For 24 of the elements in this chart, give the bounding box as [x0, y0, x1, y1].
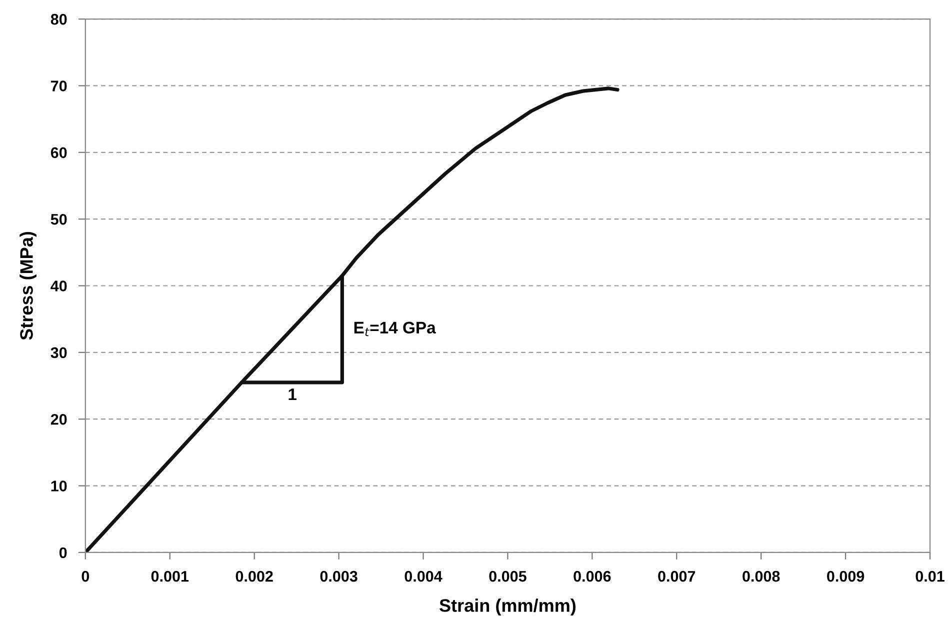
y-axis-title: Stress (MPa)	[20, 232, 36, 340]
x-tick-label: 0.008	[742, 570, 780, 582]
x-axis-title: Strain (mm/mm)	[440, 598, 576, 616]
y-tick-label: 60	[50, 147, 67, 158]
x-tick-label: 0.005	[489, 570, 526, 582]
x-tick-label: 0.007	[658, 570, 696, 582]
x-tick-label: 0.006	[574, 570, 611, 582]
annotation: E$_{t}$=14 GPa	[354, 322, 436, 336]
y-tick-label: 50	[50, 214, 67, 225]
y-tick-label: 80	[50, 14, 67, 25]
y-tick-label: 0	[59, 547, 67, 558]
y-tick-label: 70	[51, 80, 67, 92]
x-tick-label: 0	[82, 570, 90, 582]
x-tick-label: 0.002	[236, 570, 273, 582]
y-tick-label: 30	[50, 347, 67, 358]
x-tick-label: 0.01	[916, 570, 944, 582]
y-tick-label: 40	[50, 280, 67, 292]
y-tick-label: 10	[51, 480, 67, 492]
x-tick-label: 0.009	[827, 570, 864, 582]
y-tick-label: 20	[50, 414, 67, 425]
x-tick-label: 0.003	[320, 570, 358, 582]
x-tick-label: 0.004	[404, 570, 442, 582]
x-tick-label: 0.001	[151, 570, 189, 582]
annotation: 1	[288, 388, 297, 400]
